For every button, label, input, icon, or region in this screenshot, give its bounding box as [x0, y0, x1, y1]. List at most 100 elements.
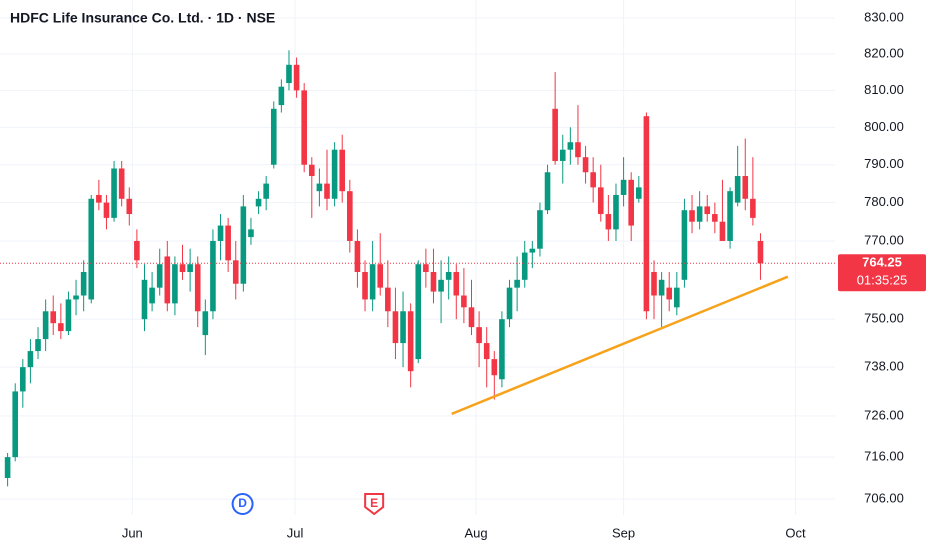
candle-body — [156, 264, 163, 288]
candle-body — [4, 457, 11, 478]
event-label: D — [238, 496, 247, 510]
event-label: E — [370, 496, 378, 510]
y-tick-label: 716.00 — [864, 449, 904, 464]
candle-body — [407, 311, 414, 372]
chart-title: HDFC Life Insurance Co. Ltd. · 1D · NSE — [10, 10, 275, 26]
candle-body — [58, 323, 64, 332]
candle-body — [248, 229, 254, 238]
candle-body — [712, 214, 718, 222]
candle-body — [187, 264, 193, 273]
candle-body — [278, 86, 285, 106]
candle-body — [506, 287, 513, 320]
candle-body — [552, 108, 558, 161]
candle-body — [12, 391, 19, 458]
candle-body — [50, 311, 57, 324]
last-price-box — [838, 254, 926, 292]
candle-body — [134, 240, 140, 261]
y-tick-label: 820.00 — [864, 45, 904, 60]
candle-body — [369, 264, 376, 300]
candle-body — [270, 108, 277, 165]
plot-group — [4, 50, 789, 487]
candle-body — [164, 256, 171, 304]
candle-body — [339, 149, 346, 192]
candle-body — [202, 311, 209, 336]
candle-body — [149, 287, 155, 304]
candle-body — [240, 206, 247, 284]
candle-body — [628, 179, 634, 226]
candle-body — [445, 272, 452, 280]
last-price-label: 764.25 — [862, 255, 902, 270]
candle-body — [597, 187, 604, 215]
candle-body — [499, 319, 505, 380]
candle-body — [194, 264, 201, 312]
candle-body — [734, 176, 741, 203]
candle-body — [521, 252, 528, 280]
candle-body — [392, 311, 399, 344]
candle-body — [582, 157, 589, 173]
candle-body — [263, 183, 269, 199]
candle-body — [537, 210, 543, 249]
candle-body — [757, 240, 764, 264]
y-tick-label: 770.00 — [864, 232, 904, 247]
candle-body — [301, 90, 307, 165]
candle-body — [20, 367, 26, 392]
candle-body — [590, 172, 596, 188]
candle-body — [719, 221, 726, 241]
candle-body — [217, 225, 224, 241]
candle-body — [80, 272, 87, 296]
candle-body — [27, 351, 34, 368]
candle-body — [476, 327, 482, 344]
y-tick-label: 738.00 — [864, 359, 904, 374]
candle-body — [210, 240, 216, 312]
countdown-label: 01:35:25 — [857, 273, 908, 288]
candle-body — [111, 168, 117, 218]
candle-body — [96, 194, 102, 203]
event-marker — [231, 493, 254, 515]
candle-body — [141, 279, 148, 320]
candle-body — [529, 248, 536, 253]
candle-body — [453, 272, 460, 296]
candle-body — [430, 272, 437, 292]
candle-body — [308, 164, 315, 177]
candle-body — [468, 307, 475, 328]
candle-body — [544, 172, 551, 211]
candle-body — [377, 264, 384, 288]
candle-body — [42, 311, 49, 340]
candle-body — [666, 287, 673, 300]
candle-body — [179, 264, 186, 273]
candle-body — [681, 210, 688, 280]
candle-body — [635, 187, 642, 199]
candle-body — [559, 149, 566, 161]
candle-body — [689, 210, 695, 222]
candle-body — [225, 225, 231, 261]
candle-body — [567, 142, 574, 150]
candle-body — [750, 198, 756, 218]
candle-body — [118, 168, 125, 199]
y-tick-label: 726.00 — [864, 407, 904, 422]
candle-body — [727, 191, 733, 241]
candle-body — [438, 279, 444, 292]
candle-body — [362, 272, 368, 300]
x-tick-label: Jun — [122, 525, 143, 540]
candle-body — [658, 279, 665, 296]
event-marker — [364, 493, 385, 516]
y-tick-label: 706.00 — [864, 490, 904, 505]
candle-body — [575, 142, 581, 158]
y-tick-label: 800.00 — [864, 119, 904, 134]
candle-body — [491, 359, 498, 376]
y-tick-label: 830.00 — [864, 9, 904, 24]
candle-body — [354, 240, 361, 273]
candle-body — [643, 116, 650, 312]
candle-body — [172, 264, 178, 304]
candle-body — [347, 191, 353, 241]
candle-body — [331, 149, 338, 199]
candle-body — [742, 176, 749, 199]
candle-body — [704, 206, 711, 215]
candle-body — [400, 311, 406, 344]
x-tick-label: Jul — [287, 525, 304, 540]
candle-body — [65, 299, 72, 332]
candle-body — [423, 264, 429, 273]
candle-body — [651, 272, 657, 296]
